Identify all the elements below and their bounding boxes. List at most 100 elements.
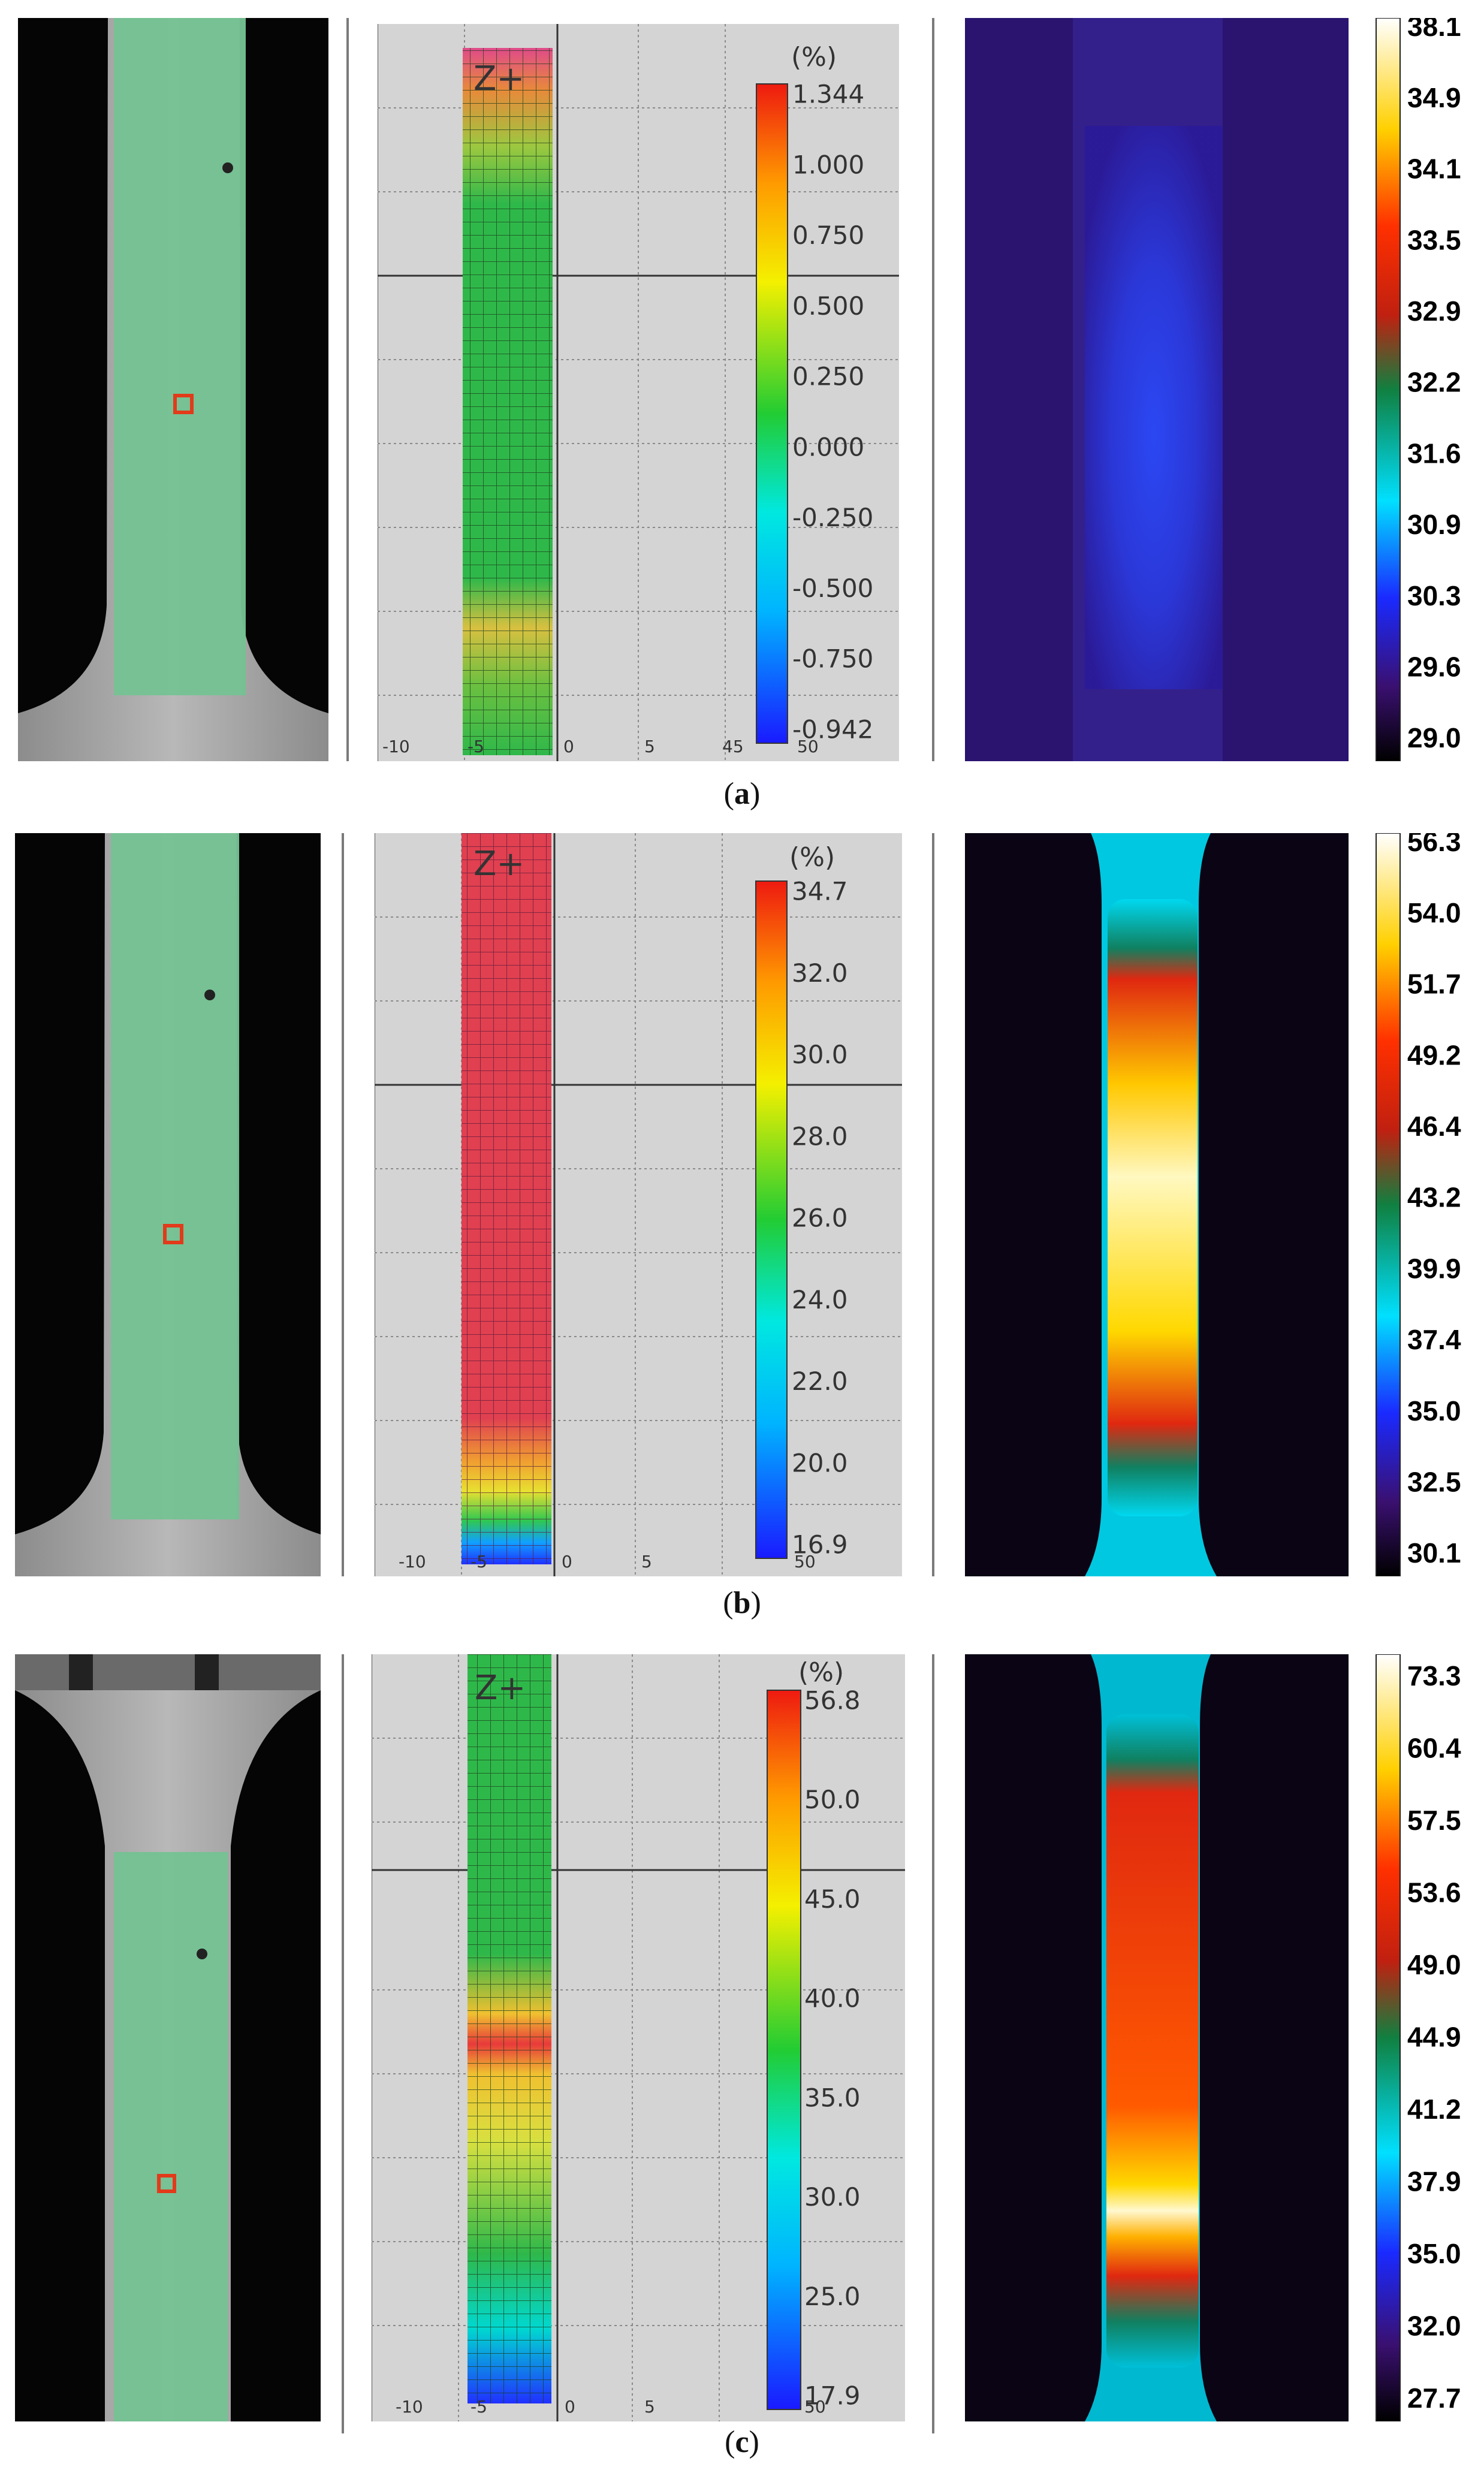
divider	[346, 18, 349, 761]
temperature-tick-label: 43.2	[1407, 1182, 1461, 1213]
temperature-tick-label: 38.1	[1407, 18, 1461, 42]
strain-tick-label: 40.0	[804, 1984, 861, 2013]
temperature-tick-label: 31.6	[1407, 438, 1461, 469]
temperature-tick-label: 44.9	[1407, 2022, 1461, 2053]
z-plus-label: Z+	[475, 1669, 526, 1708]
temperature-tick-label: 27.7	[1407, 2382, 1461, 2414]
divider	[342, 1654, 344, 2433]
strain-unit: (%)	[789, 842, 835, 873]
temperature-tick-label: 32.2	[1407, 367, 1461, 398]
strain-tick-label: 30.0	[804, 2182, 861, 2212]
strain-tick-label: 45.0	[804, 1884, 861, 1914]
strain-unit: (%)	[791, 42, 837, 73]
strain-tick-label: 56.8	[804, 1686, 861, 1715]
temperature-tick-label: 57.5	[1407, 1805, 1461, 1836]
strain-tick-label: 34.7	[792, 877, 848, 906]
temperature-tick-label: 33.5	[1407, 224, 1461, 255]
temperature-tick-label: 30.1	[1407, 1537, 1461, 1569]
temperature-tick-label: 37.9	[1407, 2166, 1461, 2197]
strain-colorbar	[756, 83, 788, 744]
strain-tick-label: 1.000	[792, 150, 864, 179]
temperature-tick-label: 32.0	[1407, 2311, 1461, 2342]
temperature-tick-label: 49.2	[1407, 1039, 1461, 1070]
strain-tick-label: -0.750	[792, 644, 873, 674]
marker-point	[173, 394, 194, 414]
strain-axis-tick: -10	[399, 1552, 426, 1572]
strain-axis-tick: 5	[644, 2397, 655, 2417]
strain-tick-label: 28.0	[792, 1121, 848, 1151]
strain-colorbar	[755, 880, 788, 1559]
temperature-tick-label: 56.3	[1407, 833, 1461, 857]
strain-tick-label: 22.0	[792, 1367, 848, 1396]
temperature-tick-label: 39.9	[1407, 1253, 1461, 1284]
strain-tick-label: 0.750	[792, 221, 864, 250]
temperature-tick-label: 53.6	[1407, 1877, 1461, 1908]
strain-tick-label: 35.0	[804, 2083, 861, 2112]
strain-tick-label: -0.250	[792, 503, 873, 532]
strain-map-c: Z+ (%) 56.850.045.040.035.030.025.017.9 …	[372, 1654, 905, 2421]
strain-unit: (%)	[798, 1657, 844, 1688]
strain-tick-label: 0.000	[792, 432, 864, 462]
temperature-tick-label: 34.1	[1407, 153, 1461, 185]
strain-tick-label: 17.9	[804, 2381, 861, 2411]
z-plus-label: Z+	[473, 845, 524, 883]
temperature-colorbar	[1376, 1654, 1401, 2421]
temperature-tick-label: 29.0	[1407, 722, 1461, 753]
caption-b: (b)	[723, 1586, 761, 1620]
strain-axis-tick: 50	[804, 2397, 826, 2417]
strain-map-a: Z+ (%) 1.344 1.000 0.750 0.500 0.250 0.000 -0.…	[378, 24, 899, 761]
panel-b: Z+ (%) 34.7 32.0 30.0 28.0 26.0 24.0 22.0 20.0 1…	[0, 833, 1484, 1620]
divider	[342, 833, 344, 1576]
divider	[932, 833, 934, 1576]
strain-tick-label: 0.500	[792, 291, 864, 321]
marker-point	[163, 1224, 183, 1244]
strain-tick-label: 30.0	[792, 1040, 848, 1069]
strain-tick-label: -0.500	[792, 574, 873, 603]
strain-axis-tick: 45	[722, 737, 744, 756]
thermal-image-b: 56.3 54.0 51.7 49.2 46.4 43.2 39.9 37.4 35.0 32.5…	[965, 833, 1461, 1576]
temperature-tick-label: 32.9	[1407, 295, 1461, 327]
temperature-tick-label: 32.5	[1407, 1466, 1461, 1497]
specimen-photo-c	[15, 1654, 321, 2421]
temperature-colorbar	[1376, 833, 1401, 1576]
temperature-tick-label: 49.0	[1407, 1949, 1461, 1980]
strain-axis-tick: -5	[467, 737, 484, 756]
temperature-tick-label: 37.4	[1407, 1324, 1461, 1355]
strain-axis-tick: 50	[794, 1552, 816, 1572]
strain-axis-tick: 0	[563, 737, 574, 756]
strain-colorbar	[767, 1690, 801, 2410]
strain-axis-tick: 0	[565, 2397, 575, 2417]
strain-axis-tick: -5	[470, 1552, 487, 1572]
strain-tick-label: 26.0	[792, 1204, 848, 1233]
divider	[932, 1654, 934, 2433]
temperature-tick-label: 46.4	[1407, 1111, 1461, 1142]
strain-axis-tick: 0	[562, 1552, 572, 1572]
strain-tick-label: 16.9	[792, 1530, 848, 1560]
strain-axis-tick: -10	[382, 737, 410, 756]
thermal-image-c: 73.3 60.4 57.5 53.6 49.0 44.9 41.2 37.9 35.0 32.0…	[965, 1654, 1461, 2421]
panel-a: Z+ (%) 1.344 1.000 0.750 0.500 0.250 0.000 -0.…	[0, 18, 1484, 811]
thermal-image-a: 38.1 34.9 34.1 33.5 32.9 32.2 31.6 30.9 30.3 29.6…	[965, 18, 1461, 761]
strain-tick-label: -0.942	[792, 715, 873, 744]
strain-tick-label: 50.0	[804, 1785, 861, 1814]
divider	[932, 18, 934, 761]
marker-point	[157, 2174, 176, 2193]
caption-c: (c)	[725, 2425, 759, 2459]
temperature-tick-label: 35.0	[1407, 1395, 1461, 1426]
caption-a: (a)	[723, 777, 761, 811]
temperature-tick-label: 29.6	[1407, 651, 1461, 682]
strain-axis-tick: -10	[396, 2397, 423, 2417]
strain-tick-label: 25.0	[804, 2282, 861, 2311]
strain-tick-label: 20.0	[792, 1448, 848, 1477]
specimen-photo-a	[18, 18, 328, 761]
panel-c: Z+ (%) 56.8 50.0 45.0 40.0 35.0 30.0 25.0 17.9 …	[0, 1654, 1484, 2459]
temperature-tick-label: 30.9	[1407, 509, 1461, 540]
temperature-tick-label: 35.0	[1407, 2238, 1461, 2269]
temperature-tick-label: 73.3	[1407, 1660, 1461, 1691]
strain-map-b: Z+ (%) 34.7 32.0 30.0 28.0 26.0 24.0 22.0 20.0 1…	[375, 833, 902, 1576]
temperature-tick-label: 30.3	[1407, 580, 1461, 611]
temperature-tick-label: 60.4	[1407, 1733, 1461, 1764]
strain-tick-label: 1.344	[792, 80, 864, 109]
strain-axis-tick: 5	[641, 1552, 652, 1572]
specimen-photo-b	[15, 833, 321, 1576]
